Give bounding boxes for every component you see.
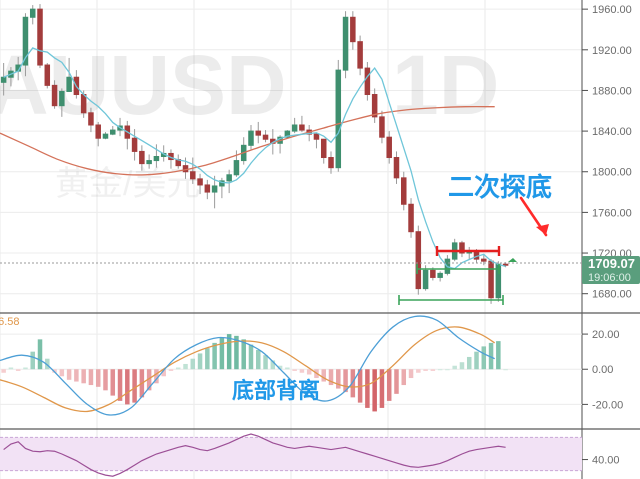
svg-text:AUUSD: AUUSD [0, 38, 287, 132]
svg-text:1800.00: 1800.00 [592, 167, 632, 179]
svg-text:19:06:00: 19:06:00 [588, 272, 631, 284]
svg-text:1880.00: 1880.00 [592, 85, 632, 97]
svg-text:1709.07: 1709.07 [588, 256, 635, 271]
svg-text:二次探底: 二次探底 [448, 172, 552, 202]
svg-text:40.00: 40.00 [592, 455, 620, 467]
svg-text:1680.00: 1680.00 [592, 289, 632, 301]
svg-text:1920.00: 1920.00 [592, 45, 632, 57]
svg-text:底部背离: 底部背离 [232, 378, 320, 403]
svg-text:1840.00: 1840.00 [592, 126, 632, 138]
svg-text:16.58: 16.58 [0, 316, 20, 328]
svg-text:0.00: 0.00 [592, 364, 613, 376]
svg-text:-20.00: -20.00 [592, 399, 623, 411]
svg-text:1760.00: 1760.00 [592, 207, 632, 219]
svg-text:1960.00: 1960.00 [592, 4, 632, 16]
svg-text:20.00: 20.00 [592, 329, 620, 341]
svg-text:1D: 1D [392, 38, 499, 132]
